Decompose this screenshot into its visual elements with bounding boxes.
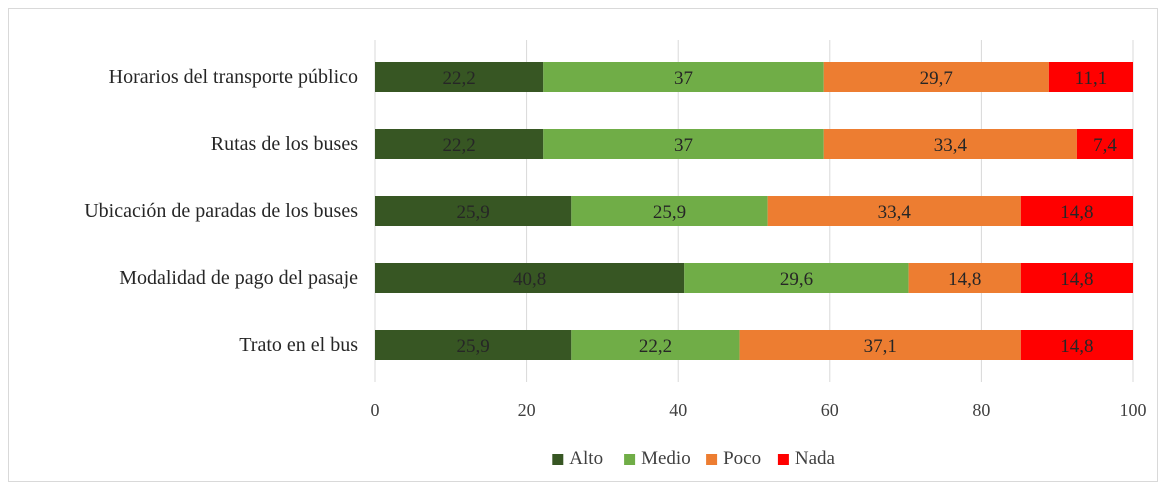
category-label: Horarios del transporte público	[109, 66, 358, 88]
data-label: 33,4	[934, 135, 968, 156]
data-label: 22,2	[639, 336, 672, 357]
bar-segment-medio	[543, 62, 824, 92]
bar-segment-alto	[375, 330, 572, 360]
bar-segment-alto	[375, 196, 572, 226]
data-label: 40,8	[513, 269, 546, 290]
bar-segment-nada	[1020, 196, 1133, 226]
data-label: 25,9	[457, 202, 490, 223]
bar-segment-nada	[1020, 330, 1133, 360]
bar-segment-poco	[823, 129, 1077, 159]
category-label: Rutas de los buses	[211, 133, 358, 155]
bar-segment-poco	[767, 196, 1021, 226]
data-label: 37,1	[864, 336, 897, 357]
data-label: 7,4	[1093, 135, 1117, 156]
data-label: 22,2	[443, 68, 476, 89]
category-label: Trato en el bus	[239, 334, 358, 356]
data-label: 14,8	[1060, 202, 1093, 223]
bar-segment-nada	[1076, 129, 1133, 159]
bar-segment-alto	[375, 129, 544, 159]
data-label: 22,2	[443, 135, 476, 156]
bar-segment-medio	[571, 196, 768, 226]
x-tick-label: 40	[669, 400, 687, 420]
data-label: 33,4	[878, 202, 912, 223]
bar-segment-medio	[571, 330, 740, 360]
data-label: 14,8	[948, 269, 981, 290]
bar-segment-medio	[543, 129, 824, 159]
data-label: 14,8	[1060, 269, 1093, 290]
legend-label: Poco	[723, 448, 761, 469]
data-label: 25,9	[457, 336, 490, 357]
x-tick-label: 100	[1120, 400, 1147, 420]
bar-segment-nada	[1020, 263, 1133, 293]
bar-segment-poco	[739, 330, 1021, 360]
data-label: 29,7	[920, 68, 953, 89]
category-label: Modalidad de pago del pasaje	[119, 267, 358, 289]
legend-swatch-nada	[777, 454, 789, 465]
bar-segment-poco	[908, 263, 1021, 293]
data-label: 25,9	[653, 202, 686, 223]
bar-segment-alto	[375, 263, 685, 293]
x-tick-label: 20	[518, 400, 536, 420]
x-tick-label: 80	[972, 400, 990, 420]
data-label: 11,1	[1075, 68, 1108, 89]
legend-swatch-alto	[552, 454, 564, 465]
data-label: 37	[674, 68, 693, 89]
legend-swatch-medio	[624, 454, 636, 465]
bar-segment-nada	[1048, 62, 1133, 92]
data-label: 37	[674, 135, 693, 156]
data-label: 29,6	[780, 269, 813, 290]
x-tick-label: 60	[821, 400, 839, 420]
bar-segment-medio	[684, 263, 909, 293]
category-label: Ubicación de paradas de los buses	[84, 200, 358, 222]
legend-label: Medio	[641, 448, 691, 469]
bar-segment-alto	[375, 62, 544, 92]
legend-label: Nada	[795, 448, 836, 469]
legend-label: Alto	[569, 448, 603, 469]
legend-swatch-poco	[706, 454, 718, 465]
bar-segment-poco	[823, 62, 1049, 92]
data-label: 14,8	[1060, 336, 1093, 357]
x-tick-label: 0	[371, 400, 380, 420]
